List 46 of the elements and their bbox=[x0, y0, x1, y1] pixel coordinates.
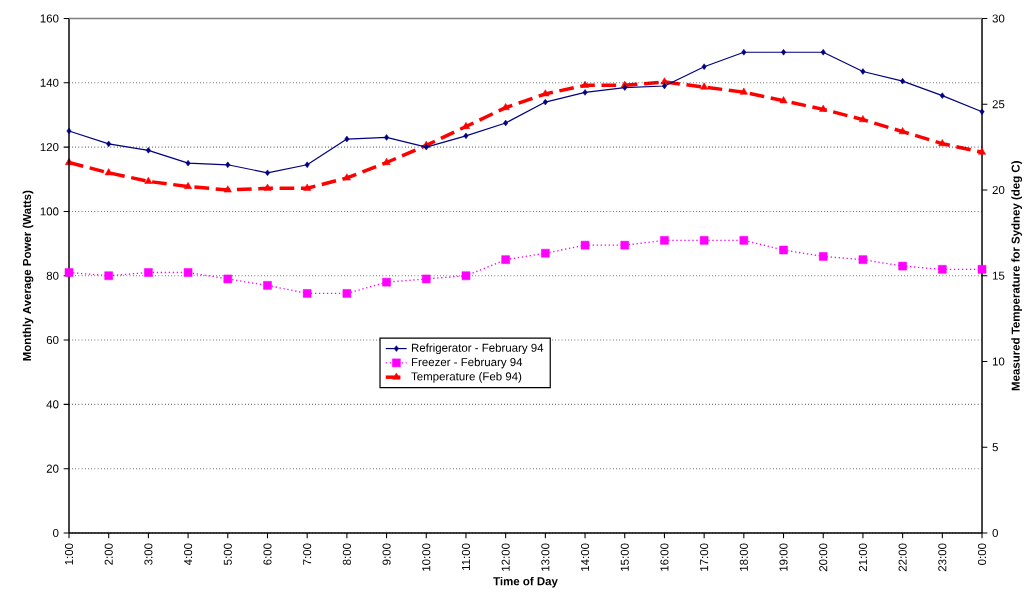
x-tick-label: 6:00 bbox=[263, 543, 272, 565]
x-tick-label: 9:00 bbox=[382, 543, 391, 565]
x-tick-label: 3:00 bbox=[144, 543, 153, 565]
y2-tick-label: 30 bbox=[992, 14, 1005, 23]
y-tick-label: 20 bbox=[46, 464, 59, 473]
legend-label: Refrigerator - February 94 bbox=[411, 343, 544, 355]
x-tick-label: 0:00 bbox=[977, 543, 987, 565]
x-tick-label: 14:00 bbox=[580, 543, 590, 571]
y-tick-label: 120 bbox=[40, 143, 59, 152]
x-tick-label: 16:00 bbox=[660, 543, 669, 571]
y-tick-label: 40 bbox=[46, 400, 59, 409]
legend-label: Freezer - February 94 bbox=[411, 357, 523, 369]
x-tick-label: 17:00 bbox=[700, 543, 709, 571]
y-tick-label: 60 bbox=[46, 335, 59, 345]
x-tick-label: 10:00 bbox=[422, 543, 431, 571]
y2-axis-title: Measured Temperature for Sydney (deg C) bbox=[1011, 161, 1023, 391]
y2-tick-label: 10 bbox=[992, 357, 1005, 366]
legend-label: Temperature (Feb 94) bbox=[411, 372, 522, 383]
y-tick-label: 140 bbox=[40, 78, 59, 87]
x-tick-label: 20:00 bbox=[819, 543, 828, 572]
x-tick-label: 18:00 bbox=[739, 543, 748, 571]
x-tick-label: 22:00 bbox=[898, 543, 907, 572]
x-tick-label: 11:00 bbox=[461, 543, 471, 571]
y2-tick-label: 25 bbox=[992, 100, 1005, 109]
x-axis-title: Time of Day bbox=[493, 576, 558, 588]
y-axis-title: Monthly Average Power (Watts) bbox=[22, 190, 34, 361]
x-tick-label: 23:00 bbox=[938, 543, 947, 572]
x-tick-label: 15:00 bbox=[620, 543, 629, 571]
x-tick-label: 13:00 bbox=[541, 543, 550, 571]
y2-tick-label: 5 bbox=[992, 443, 998, 452]
y-tick-label: 100 bbox=[40, 207, 59, 216]
x-tick-label: 2:00 bbox=[104, 543, 113, 565]
x-tick-label: 8:00 bbox=[342, 543, 351, 565]
y-tick-label: 0 bbox=[53, 528, 59, 538]
y2-tick-label: 20 bbox=[992, 185, 1005, 195]
x-tick-label: 7:00 bbox=[303, 543, 312, 565]
y-tick-label: 80 bbox=[46, 271, 59, 280]
x-tick-label: 4:00 bbox=[184, 543, 193, 566]
y-tick-label: 160 bbox=[40, 14, 59, 23]
x-tick-label: 19:00 bbox=[779, 543, 788, 571]
x-tick-label: 21:00 bbox=[858, 543, 867, 572]
x-tick-label: 12:00 bbox=[501, 543, 510, 571]
y2-tick-label: 0 bbox=[992, 528, 998, 538]
y2-tick-label: 15 bbox=[992, 271, 1005, 280]
x-tick-label: 5:00 bbox=[223, 543, 232, 565]
x-tick-label: 1:00 bbox=[64, 543, 74, 565]
